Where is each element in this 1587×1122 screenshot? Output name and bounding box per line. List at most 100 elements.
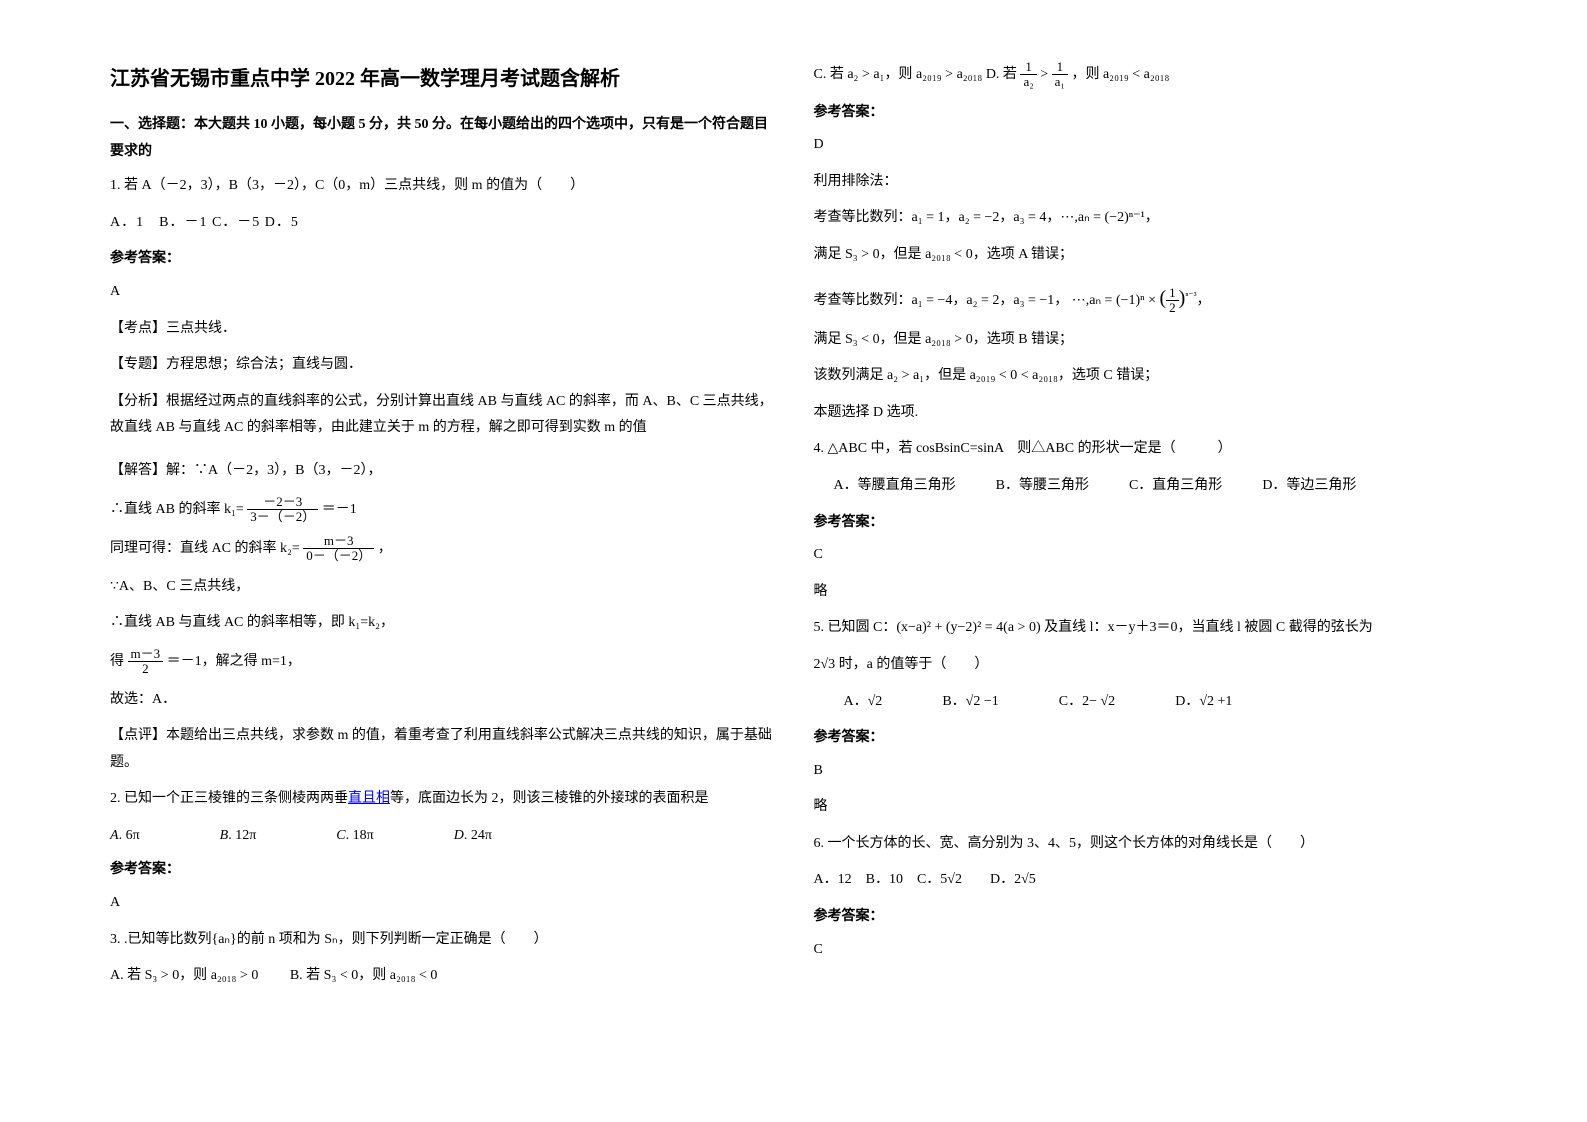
section-heading: 一、选择题：本大题共 10 小题，每小题 5 分，共 50 分。在每小题给出的四… [110,112,774,165]
text: ， [378,541,392,556]
formula: S₃ > 0 [145,968,180,983]
q1-jieda-6: 得 m－3 2 ＝－1，解之得 m=1， [110,647,774,677]
text: ，选项 C 错误； [1058,368,1158,383]
formula: S₃ < 0 [324,968,359,983]
doc-title: 江苏省无锡市重点中学 2022 年高一数学理月考试题含解析 [110,60,774,98]
denominator: 2 [128,662,164,676]
q2-answer: A [110,890,774,917]
answer-label: 参考答案： [110,246,774,273]
val: 2− √2 [1082,694,1115,709]
val: √2 −1 [966,694,999,709]
opt-d: D．等边三角形 [1262,473,1356,500]
q5-lue: 略 [814,794,1478,821]
opt-d: D．√2 +1 [1175,689,1232,716]
text: 该数列满足 [814,368,888,383]
q5-answer: B [814,758,1478,785]
q3-options-cd: C. 若 a₂ > a₁，则 a₂₀₁₉ > a₂₀₁₈ D. 若 1a₂ > … [814,60,1478,90]
big-paren: ( [1159,287,1166,309]
text: ，但是 [880,332,926,347]
opt-c: C. 18π [336,823,373,850]
q1-zhuanti: 【专题】方程思想；综合法；直线与圆． [110,352,774,379]
val: 24π [471,828,492,843]
q2-stem: 2. 已知一个正三棱锥的三条侧棱两两垂直且相等，底面边长为 2，则该三棱锥的外接… [110,786,774,813]
formula: a₂₀₁₈ < 0 [390,968,438,983]
numerator: m－3 [303,534,374,549]
text: ， [1145,210,1159,225]
formula: 2√3 [814,657,836,672]
numerator: 1 [1052,60,1068,75]
q1-jieda-5: ∴直线 AB 与直线 AC 的斜率相等，即 k₁=k₂， [110,610,774,637]
text: A. 若 [110,968,145,983]
opt-b: B．等腰三角形 [996,473,1089,500]
q3-options-ab: A. 若 S₃ > 0，则 a₂₀₁₈ > 0 B. 若 S₃ < 0，则 a₂… [110,963,774,990]
q3-line1: 利用排除法： [814,169,1478,196]
formula: a₂₀₁₉ < 0 < a₂₀₁₈ [970,368,1058,383]
text: 满足 [814,247,846,262]
fraction: 12 [1166,286,1179,316]
q1-jieda-2: ∴直线 AB 的斜率 k₁= －2－3 3－（－2） ＝－1 [110,495,774,525]
formula: a₂ > a₁ [847,67,884,82]
q1-fenxi: 【分析】根据经过两点的直线斜率的公式，分别计算出直线 AB 与直线 AC 的斜率… [110,389,774,442]
q4-answer: C [814,542,1478,569]
q6-stem: 6. 一个长方体的长、宽、高分别为 3、4、5，则这个长方体的对角线长是（ ） [814,831,1478,858]
fraction: m－3 2 [128,647,164,677]
fraction: －2－3 3－（－2） [247,495,318,525]
q3-line3: 满足 S₃ > 0，但是 a₂₀₁₈ < 0，选项 A 错误； [814,242,1478,269]
right-column: C. 若 a₂ > a₁，则 a₂₀₁₉ > a₂₀₁₈ D. 若 1a₂ > … [794,60,1498,1062]
q5-options: A．√2 B．√2 −1 C．2− √2 D．√2 +1 [814,689,1478,716]
q1-answer: A [110,279,774,306]
text: ，选项 A 错误； [973,247,1073,262]
text: ，则 [179,968,211,983]
q5-stem-2: 2√3 时，a 的值等于（ ） [814,652,1478,679]
q3-line7: 本题选择 D 选项. [814,400,1478,427]
q3-answer: D [814,132,1478,159]
formula: a₂₀₁₈ > 0 [925,332,973,347]
formula: a₂₀₁₉ > a₂₀₁₈ [916,67,982,82]
text: 满足 [814,332,846,347]
denominator: a₁ [1052,75,1068,89]
text: 考查等比数列： [814,293,912,308]
opt-d: D. 24π [454,823,492,850]
val: √2 +1 [1199,694,1232,709]
denominator: 0－（－2） [303,549,374,563]
formula: 2√5 [1014,872,1036,887]
answer-label: 参考答案： [814,510,1478,537]
answer-label: 参考答案： [814,904,1478,931]
opt-b: B．√2 −1 [942,689,998,716]
text: 5. 已知圆 C： [814,620,897,635]
q4-lue: 略 [814,579,1478,606]
opt-a: A. 6π [110,823,140,850]
fraction: 1a₁ [1052,60,1068,90]
text: 2. 已知一个正三棱锥的三条侧棱两两垂 [110,791,348,806]
opt-a: A．√2 [844,689,883,716]
text: ，则 [884,67,916,82]
q3-line4: 考查等比数列：a₁ = −4，a₂ = 2，a₃ = −1， ⋯,aₙ = (−… [814,279,1478,317]
text: ，但是 [924,368,970,383]
q3-line2: 考查等比数列：a₁ = 1，a₂ = −2，a₃ = 4，⋯,aₙ = (−2)… [814,205,1478,232]
text: ， [1197,293,1211,308]
q2-options: A. 6π B. 12π C. 18π D. 24π [110,823,774,850]
opt-c: C．直角三角形 [1129,473,1222,500]
formula: 5√2 [940,872,962,887]
text: 同理可得：直线 AC 的斜率 k₂= [110,541,300,556]
text: D. 若 [986,67,1021,82]
formula: a₂₀₁₈ > 0 [211,968,259,983]
numerator: 1 [1166,286,1179,301]
q3-line5: 满足 S₃ < 0，但是 a₂₀₁₈ > 0，选项 B 错误； [814,327,1478,354]
formula: a₁ = −4，a₂ = 2，a₃ = −1 [912,293,1055,308]
formula: S₃ < 0 [845,332,880,347]
left-column: 江苏省无锡市重点中学 2022 年高一数学理月考试题含解析 一、选择题：本大题共… [90,60,794,1062]
text: 等，底面边长为 2，则该三棱锥的外接球的表面积是 [390,791,709,806]
text: C. 若 [814,67,848,82]
denominator: 3－（－2） [247,510,318,524]
link-text[interactable]: 直且相 [348,791,390,806]
text: ＝－1，解之得 m=1， [167,654,301,669]
text: ， [1054,293,1068,308]
text: 得 [110,654,128,669]
numerator: m－3 [128,647,164,662]
text: 时，a 的值等于（ ） [835,657,988,672]
q1-kaodian: 【考点】三点共线． [110,316,774,343]
text: ，则 [358,968,390,983]
q1-options: A．1 B．－1 C．－5 D．5 [110,210,774,237]
q1-jieda-1: 【解答】解：∵A（－2，3），B（3，－2）， [110,458,774,485]
